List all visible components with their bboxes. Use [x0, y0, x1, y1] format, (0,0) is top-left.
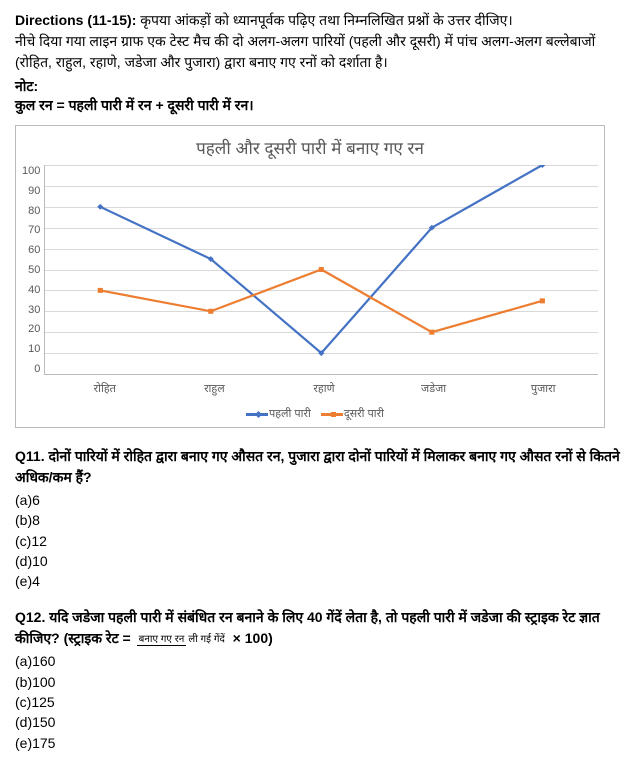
q12-option-e: (e)175 — [15, 733, 620, 753]
x-tick-label: राहुल — [160, 375, 270, 396]
y-tick-label: 100 — [22, 165, 40, 177]
y-tick-label: 30 — [28, 304, 40, 316]
legend-label: दूसरी पारी — [344, 408, 384, 420]
q11-text: Q11. दोनों पारियों में रोहित द्वारा बनाए… — [15, 446, 620, 488]
fraction-numerator: बनाए गए रन — [137, 634, 187, 646]
data-marker — [209, 309, 214, 314]
data-marker — [540, 298, 545, 303]
q12-options: (a)160 (b)100 (c)125 (d)150 (e)175 — [15, 651, 620, 752]
q11-option-b: (b)8 — [15, 510, 620, 530]
data-marker — [430, 330, 435, 335]
q12-option-d: (d)150 — [15, 712, 620, 732]
note-text: कुल रन = पहली पारी में रन + दूसरी पारी म… — [15, 96, 620, 115]
q12-text: Q12. यदि जडेजा पहली पारी में संबंधित रन … — [15, 607, 620, 649]
q12-option-c: (c)125 — [15, 692, 620, 712]
y-tick-label: 50 — [28, 264, 40, 276]
y-tick-label: 80 — [28, 205, 40, 217]
note-label: नोट: — [15, 77, 620, 96]
y-tick-label: 90 — [28, 185, 40, 197]
q12-text-post: × 100) — [229, 630, 273, 646]
directions-line2: नीचे दिया गया लाइन ग्राफ एक टेस्ट मैच की… — [15, 33, 595, 70]
y-tick-label: 40 — [28, 284, 40, 296]
y-tick-label: 0 — [34, 363, 40, 375]
chart-title: पहली और दूसरी पारी में बनाए गए रन — [22, 136, 598, 159]
chart-svg — [45, 165, 598, 374]
chart-plot — [44, 165, 598, 375]
x-tick-label: रोहित — [50, 375, 160, 396]
q11-option-c: (c)12 — [15, 531, 620, 551]
fraction-denominator: ली गई गेंदें — [186, 634, 226, 645]
chart-legend: पहली पारी दूसरी पारी — [22, 396, 598, 423]
q11-option-d: (d)10 — [15, 551, 620, 571]
x-tick-label: जडेजा — [379, 375, 489, 396]
series-line — [101, 270, 543, 333]
question-12: Q12. यदि जडेजा पहली पारी में संबंधित रन … — [15, 607, 620, 752]
legend-label: पहली पारी — [269, 408, 311, 420]
data-marker — [98, 288, 103, 293]
x-axis: रोहितराहुलरहाणेजडेजापुजारा — [50, 375, 598, 396]
directions-line1: कृपया आंकड़ों को ध्यानपूर्वक पढ़िए तथा न… — [136, 12, 512, 28]
series-line — [101, 165, 543, 353]
x-tick-label: पुजारा — [488, 375, 598, 396]
data-marker — [319, 267, 324, 272]
q11-option-a: (a)6 — [15, 490, 620, 510]
y-tick-label: 10 — [28, 343, 40, 355]
y-axis: 1009080706050403020100 — [22, 165, 44, 375]
legend-marker — [331, 412, 336, 417]
directions-heading: Directions (11-15): — [15, 12, 136, 28]
q11-options: (a)6 (b)8 (c)12 (d)10 (e)4 — [15, 490, 620, 591]
q12-option-a: (a)160 — [15, 651, 620, 671]
q12-option-b: (b)100 — [15, 672, 620, 692]
directions-block: Directions (11-15): कृपया आंकड़ों को ध्य… — [15, 10, 620, 73]
question-11: Q11. दोनों पारियों में रोहित द्वारा बनाए… — [15, 446, 620, 591]
line-chart: पहली और दूसरी पारी में बनाए गए रन 100908… — [15, 125, 605, 428]
y-tick-label: 60 — [28, 244, 40, 256]
y-tick-label: 20 — [28, 323, 40, 335]
q11-option-e: (e)4 — [15, 571, 620, 591]
q12-text-pre: Q12. यदि जडेजा पहली पारी में संबंधित रन … — [15, 609, 600, 646]
y-tick-label: 70 — [28, 224, 40, 236]
strike-rate-fraction: बनाए गए रनली गई गेंदें — [137, 634, 227, 645]
x-tick-label: रहाणे — [269, 375, 379, 396]
